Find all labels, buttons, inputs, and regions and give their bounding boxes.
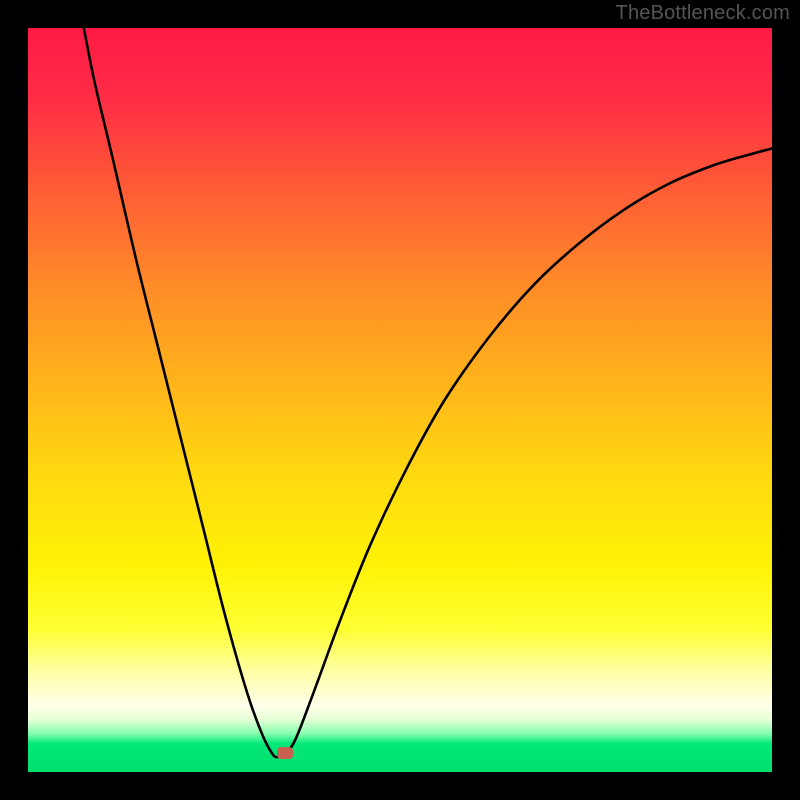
bottleneck-curve	[28, 28, 772, 772]
chart-outer: TheBottleneck.com	[0, 0, 800, 800]
dip-marker	[277, 747, 293, 759]
watermark-text: TheBottleneck.com	[616, 2, 790, 25]
plot-area	[28, 28, 772, 772]
curve-path	[84, 28, 772, 757]
